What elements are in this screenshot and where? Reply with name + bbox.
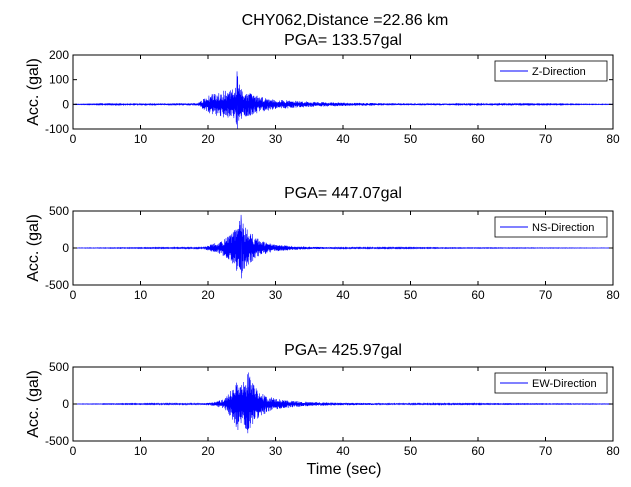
x-tick-label: 10 [134, 288, 148, 302]
y-tick-label: 0 [62, 97, 69, 111]
x-tick-label: 80 [606, 444, 620, 458]
x-tick-label: 50 [404, 444, 418, 458]
figure-title: CHY062,Distance =22.86 km [242, 12, 449, 29]
x-tick-label: 70 [539, 132, 553, 146]
y-tick-label: -500 [45, 434, 69, 448]
legend-label: Z-Direction [532, 66, 586, 78]
x-tick-label: 60 [471, 132, 485, 146]
x-tick-label: 20 [201, 444, 215, 458]
x-tick-label: 50 [404, 288, 418, 302]
x-tick-label: 20 [201, 288, 215, 302]
panel-title: PGA= 425.97gal [284, 342, 402, 359]
legend: Z-Direction [494, 60, 608, 82]
x-tick-label: 0 [70, 444, 77, 458]
x-tick-label: 10 [134, 132, 148, 146]
y-tick-label: 0 [62, 397, 69, 411]
panel-title: PGA= 133.57gal [284, 32, 402, 49]
y-tick-label: 100 [49, 73, 69, 87]
x-tick-label: 40 [336, 288, 350, 302]
legend-label: EW-Direction [532, 378, 597, 390]
x-tick-label: 0 [70, 132, 77, 146]
series-trace [73, 214, 613, 279]
x-tick-label: 60 [471, 288, 485, 302]
y-tick-label: -100 [45, 122, 69, 136]
x-tick-label: 60 [471, 444, 485, 458]
legend-label: NS-Direction [532, 222, 594, 234]
y-tick-label: -500 [45, 278, 69, 292]
x-tick-label: 40 [336, 444, 350, 458]
y-tick-label: 0 [62, 241, 69, 255]
x-tick-label: 0 [70, 288, 77, 302]
x-tick-label: 20 [201, 132, 215, 146]
x-tick-label: 50 [404, 132, 418, 146]
panel-title: PGA= 447.07gal [284, 185, 402, 202]
series-trace [73, 71, 613, 129]
y-axis-label: Acc. (gal) [25, 214, 42, 282]
x-axis-label: Time (sec) [307, 461, 382, 478]
x-tick-label: 70 [539, 444, 553, 458]
x-tick-label: 80 [606, 132, 620, 146]
y-axis-label: Acc. (gal) [25, 370, 42, 438]
x-tick-label: 30 [269, 132, 283, 146]
legend-box [494, 372, 608, 394]
y-tick-label: 500 [49, 204, 69, 218]
legend-box [494, 60, 608, 82]
x-tick-label: 40 [336, 132, 350, 146]
y-axis-label: Acc. (gal) [25, 58, 42, 126]
legend: NS-Direction [494, 216, 608, 238]
x-tick-label: 30 [269, 444, 283, 458]
legend-box [494, 216, 608, 238]
y-tick-label: 500 [49, 360, 69, 374]
x-tick-label: 80 [606, 288, 620, 302]
x-tick-label: 70 [539, 288, 553, 302]
x-tick-label: 10 [134, 444, 148, 458]
x-tick-label: 30 [269, 288, 283, 302]
series-trace [73, 372, 613, 434]
legend: EW-Direction [494, 372, 608, 394]
y-tick-label: 200 [49, 48, 69, 62]
